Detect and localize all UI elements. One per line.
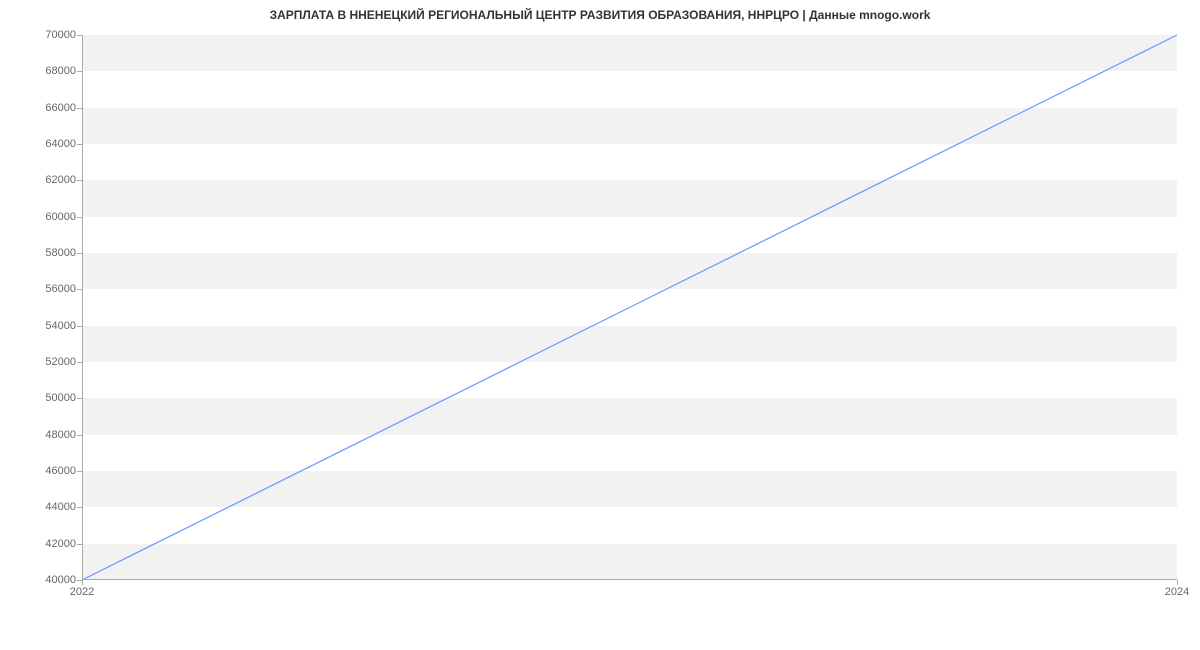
y-tick (77, 35, 82, 36)
chart-title: ЗАРПЛАТА В ННЕНЕЦКИЙ РЕГИОНАЛЬНЫЙ ЦЕНТР … (0, 8, 1200, 22)
y-tick (77, 362, 82, 363)
y-tick (77, 253, 82, 254)
y-tick (77, 507, 82, 508)
y-tick (77, 544, 82, 545)
line-layer (82, 35, 1177, 580)
series-line (82, 35, 1177, 580)
y-tick (77, 71, 82, 72)
y-tick (77, 289, 82, 290)
y-tick (77, 108, 82, 109)
x-tick (1177, 580, 1178, 585)
y-tick (77, 435, 82, 436)
y-tick (77, 471, 82, 472)
y-tick (77, 326, 82, 327)
y-tick (77, 180, 82, 181)
chart-container: ЗАРПЛАТА В ННЕНЕЦКИЙ РЕГИОНАЛЬНЫЙ ЦЕНТР … (0, 0, 1200, 650)
x-tick (82, 580, 83, 585)
y-tick (77, 398, 82, 399)
plot-area: 4000042000440004600048000500005200054000… (82, 35, 1177, 580)
y-tick (77, 217, 82, 218)
y-tick (77, 144, 82, 145)
